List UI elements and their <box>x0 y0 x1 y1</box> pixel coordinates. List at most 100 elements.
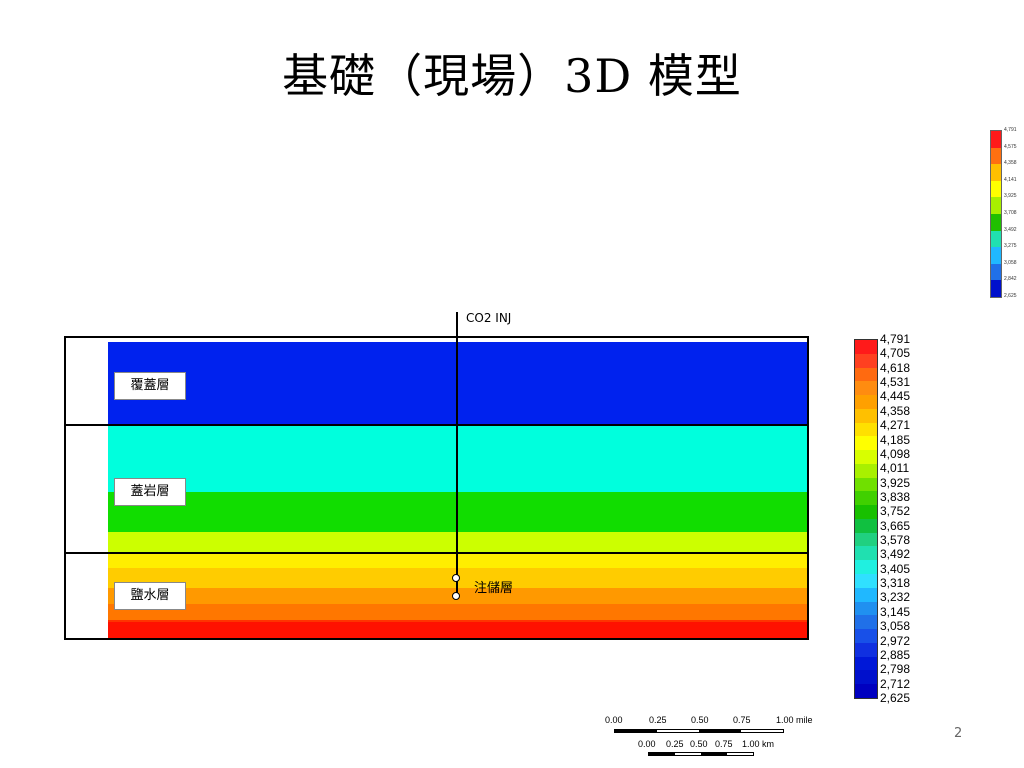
layer-band <box>108 622 807 638</box>
scale-bar <box>614 729 784 733</box>
small-colorbar-swatch <box>991 263 1001 281</box>
colorbar-swatch <box>855 615 877 630</box>
colorbar-tick-label: 3,578 <box>880 533 911 548</box>
small-colorbar-tick-label: 4,358 <box>1004 160 1017 167</box>
colorbar-swatch <box>855 642 877 657</box>
model-cross-section: 覆蓋層 蓋岩層 鹽水層 <box>64 336 809 640</box>
perforation-label: 注儲層 <box>474 581 514 596</box>
small-colorbar-tick-label: 3,925 <box>1004 193 1017 200</box>
scale-bar-segment <box>649 753 675 755</box>
layer-divider <box>66 424 807 426</box>
colorbar-tick-label: 4,098 <box>880 446 911 461</box>
colorbar-tick-label: 3,665 <box>880 518 911 533</box>
colorbar-swatch <box>855 422 877 437</box>
colorbar-swatch <box>855 560 877 575</box>
scale-label: 0.50 <box>690 739 708 749</box>
colorbar-swatch <box>855 381 877 396</box>
small-colorbar-tick-label: 2,842 <box>1004 276 1017 283</box>
colorbar-tick-label: 2,625 <box>880 691 911 705</box>
page-number: 2 <box>954 726 963 741</box>
colorbar-tick-label: 4,531 <box>880 375 911 390</box>
scale-label: 1.00 km <box>742 739 775 749</box>
scale-label: 0.75 <box>733 715 751 725</box>
scale-bar-segment <box>615 730 657 732</box>
colorbar-tick-label: 2,798 <box>880 662 911 677</box>
small-colorbar-tick-label: 4,791 <box>1004 127 1017 133</box>
colorbar-swatch <box>855 574 877 588</box>
colorbar-swatch <box>855 505 877 519</box>
colorbar-swatch <box>855 532 877 547</box>
layer-band <box>108 604 807 620</box>
colorbar-swatch <box>855 491 877 506</box>
colorbar-tick-label: 4,791 <box>880 332 911 346</box>
colorbar-tick-label: 2,712 <box>880 676 911 691</box>
perforation-top-marker <box>452 574 460 582</box>
small-colorbar <box>990 130 1002 298</box>
scale-bar-segment <box>699 730 741 732</box>
colorbar-tick-label: 4,358 <box>880 403 911 418</box>
colorbar-swatch <box>855 684 877 698</box>
small-colorbar-swatch <box>991 280 1001 297</box>
colorbar-swatch <box>855 670 877 685</box>
layer-divider <box>66 552 807 554</box>
colorbar-tick-label: 4,271 <box>880 418 911 433</box>
slide-title: 基礎（現場）3D 模型 <box>282 49 742 103</box>
scale-label: 0.00 <box>638 739 656 749</box>
colorbar-tick-label: 3,925 <box>880 475 911 490</box>
colorbar-tick-label: 4,185 <box>880 432 911 447</box>
colorbar-swatch <box>855 587 877 602</box>
small-colorbar-tick-label: 3,058 <box>1004 259 1017 266</box>
small-colorbar-swatch <box>991 197 1001 214</box>
colorbar-tick-label: 3,058 <box>880 619 911 634</box>
small-colorbar-swatch <box>991 164 1001 181</box>
colorbar-tick-label: 2,885 <box>880 647 911 662</box>
layer-label-caprock: 蓋岩層 <box>114 478 186 506</box>
colorbar-swatch <box>855 408 877 423</box>
colorbar-swatch <box>855 601 877 616</box>
small-colorbar-tick-label: 4,141 <box>1004 176 1017 183</box>
colorbar-tick-label: 2,972 <box>880 633 911 648</box>
scale-label: 0.50 <box>691 715 709 725</box>
scale-bar-segment <box>701 753 727 755</box>
colorbar-swatch <box>855 367 877 382</box>
colorbar-swatch <box>855 656 877 671</box>
colorbar-tick-label: 4,618 <box>880 360 911 375</box>
small-colorbar-tick-label: 3,492 <box>1004 226 1017 233</box>
scale-label: 0.25 <box>666 739 684 749</box>
colorbar-tick-label: 3,405 <box>880 561 911 576</box>
colorbar-swatch <box>855 629 877 643</box>
colorbar-tick-label: 4,011 <box>880 461 910 476</box>
colorbar-labels: 4,791 4,705 4,618 4,531 4,445 4,358 4,271 4,185… <box>880 330 930 704</box>
scale-bar <box>648 752 754 756</box>
colorbar-swatch <box>855 436 877 451</box>
colorbar-tick-label: 4,705 <box>880 346 911 361</box>
scale-label: 0.25 <box>649 715 667 725</box>
small-colorbar-swatch <box>991 230 1001 248</box>
colorbar-swatch <box>855 463 877 478</box>
colorbar-swatch <box>855 450 877 464</box>
colorbar-swatch <box>855 477 877 492</box>
small-colorbar-swatch <box>991 147 1001 165</box>
colorbar-tick-label: 3,492 <box>880 547 911 562</box>
perforation-bottom-marker <box>452 592 460 600</box>
colorbar-tick-label: 3,145 <box>880 604 911 619</box>
colorbar-tick-label: 3,318 <box>880 576 911 591</box>
colorbar-tick-label: 3,838 <box>880 489 911 504</box>
layer-label-overburden: 覆蓋層 <box>114 372 186 400</box>
scale-label: 1.00 mile <box>776 715 813 725</box>
well-name: CO2 INJ <box>466 311 512 325</box>
colorbar-tick-label: 4,445 <box>880 389 911 404</box>
scale-label: 0.75 <box>715 739 733 749</box>
small-colorbar-tick-label: 2,625 <box>1004 293 1017 299</box>
small-colorbar-tick-label: 3,708 <box>1004 210 1017 216</box>
colorbar-swatch <box>855 340 877 354</box>
colorbar <box>854 339 878 699</box>
colorbar-tick-label: 3,232 <box>880 590 911 605</box>
small-colorbar-tick-label: 4,575 <box>1004 143 1017 150</box>
injection-well <box>456 312 458 598</box>
small-colorbar-swatch <box>991 131 1001 148</box>
colorbar-swatch <box>855 518 877 533</box>
layer-label-saline-aquifer: 鹽水層 <box>114 582 186 610</box>
small-colorbar-swatch <box>991 247 1001 264</box>
colorbar-swatch <box>855 546 877 561</box>
